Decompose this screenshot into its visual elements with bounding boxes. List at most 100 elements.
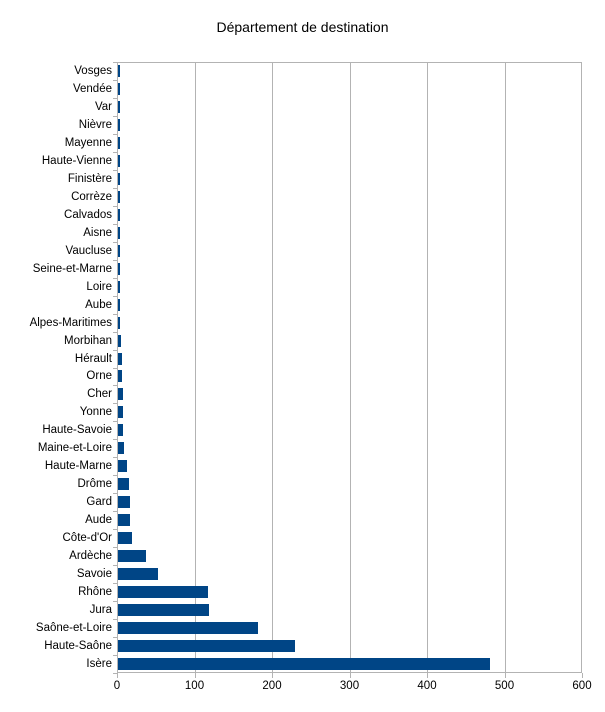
- x-tick: [272, 673, 273, 678]
- y-axis-label: Vendée: [72, 82, 112, 95]
- y-tick: [113, 115, 117, 117]
- gridline: [427, 62, 428, 673]
- x-axis-label: 100: [184, 680, 205, 692]
- y-tick: [113, 313, 117, 315]
- y-tick: [113, 385, 117, 387]
- y-tick: [113, 583, 117, 585]
- x-tick: [504, 673, 506, 678]
- y-tick: [113, 511, 117, 513]
- bar: [118, 154, 120, 167]
- y-axis-label: Aude: [85, 514, 112, 527]
- y-axis-label: Alpes-Maritimes: [29, 316, 112, 329]
- y-axis-label: Saône-et-Loire: [35, 622, 112, 635]
- x-axis-label: 200: [262, 680, 282, 692]
- bar: [118, 586, 208, 599]
- y-tick: [113, 655, 117, 657]
- y-tick: [113, 79, 117, 81]
- y-tick: [113, 62, 117, 63]
- y-tick: [113, 367, 117, 369]
- y-tick: [113, 187, 117, 189]
- bar: [118, 118, 120, 131]
- y-axis-label: Orne: [86, 370, 112, 383]
- x-tick: [194, 673, 196, 678]
- y-tick: [113, 97, 117, 99]
- y-tick: [113, 223, 117, 225]
- bar: [118, 424, 124, 437]
- bar: [118, 496, 130, 509]
- y-axis-label: Côte-d'Or: [62, 532, 113, 545]
- y-tick: [113, 565, 117, 567]
- bar: [118, 550, 146, 563]
- bar: [118, 244, 121, 257]
- y-tick: [113, 439, 117, 441]
- bar: [118, 442, 125, 455]
- x-axis-label: 500: [494, 680, 515, 692]
- y-axis-label: Calvados: [64, 208, 112, 221]
- y-axis-label: Seine-et-Marne: [32, 262, 112, 275]
- bar: [118, 316, 121, 329]
- y-axis-label: Haute-Saône: [44, 640, 112, 653]
- bar: [118, 514, 131, 527]
- y-axis-label: Haute-Marne: [44, 460, 112, 473]
- x-tick: [582, 673, 583, 678]
- x-axis-label: 400: [417, 680, 437, 692]
- y-axis-label: Vosges: [74, 64, 112, 77]
- bar: [118, 604, 209, 617]
- gridline: [349, 62, 351, 673]
- y-tick: [113, 493, 117, 495]
- gridline: [194, 62, 196, 673]
- y-tick: [113, 421, 117, 423]
- y-axis-label: Cher: [87, 388, 112, 401]
- bar: [118, 460, 127, 473]
- y-axis-label: Savoie: [76, 568, 112, 581]
- bar: [118, 136, 120, 149]
- bar: [118, 190, 120, 203]
- y-axis-label: Maine-et-Loire: [37, 442, 112, 455]
- y-tick: [113, 529, 117, 531]
- y-tick: [113, 619, 117, 621]
- y-tick: [113, 241, 117, 243]
- y-tick: [113, 331, 117, 333]
- bar: [118, 298, 121, 311]
- y-axis-label: Hérault: [74, 352, 112, 365]
- bar: [118, 532, 132, 545]
- y-axis-label: Haute-Savoie: [42, 424, 112, 437]
- y-axis-label: Rhône: [78, 586, 112, 599]
- y-tick: [113, 547, 117, 549]
- x-tick: [427, 673, 428, 678]
- bar: [118, 478, 129, 491]
- y-axis-label: Ardèche: [69, 550, 112, 563]
- y-tick: [113, 601, 117, 603]
- y-tick: [113, 169, 117, 171]
- y-axis-label: Finistère: [67, 172, 112, 185]
- y-axis-label: Nièvre: [78, 118, 112, 131]
- y-tick: [113, 673, 117, 674]
- y-axis-label: Jura: [89, 604, 112, 617]
- gridline: [504, 62, 506, 673]
- y-tick: [113, 457, 117, 459]
- x-axis-label: 300: [339, 680, 360, 692]
- y-tick: [113, 133, 117, 135]
- y-axis-label: Mayenne: [64, 136, 112, 149]
- y-tick: [113, 403, 117, 405]
- y-axis-label: Gard: [86, 496, 112, 509]
- bar: [118, 658, 490, 670]
- bar: [118, 568, 158, 581]
- bar: [118, 82, 120, 95]
- bar: [118, 370, 122, 383]
- y-tick: [113, 349, 117, 351]
- bar: [118, 262, 121, 275]
- y-axis-label: Aisne: [83, 226, 112, 239]
- y-tick: [113, 205, 117, 207]
- y-axis-label: Drôme: [77, 478, 112, 491]
- bar: [118, 352, 122, 365]
- bar: [118, 64, 120, 77]
- bar: [118, 226, 120, 239]
- bar: [118, 406, 123, 419]
- y-axis-label: Morbihan: [64, 334, 112, 347]
- gridline: [272, 62, 273, 673]
- bar: [118, 208, 120, 221]
- y-axis-label: Yonne: [79, 406, 112, 419]
- bar: [118, 172, 120, 185]
